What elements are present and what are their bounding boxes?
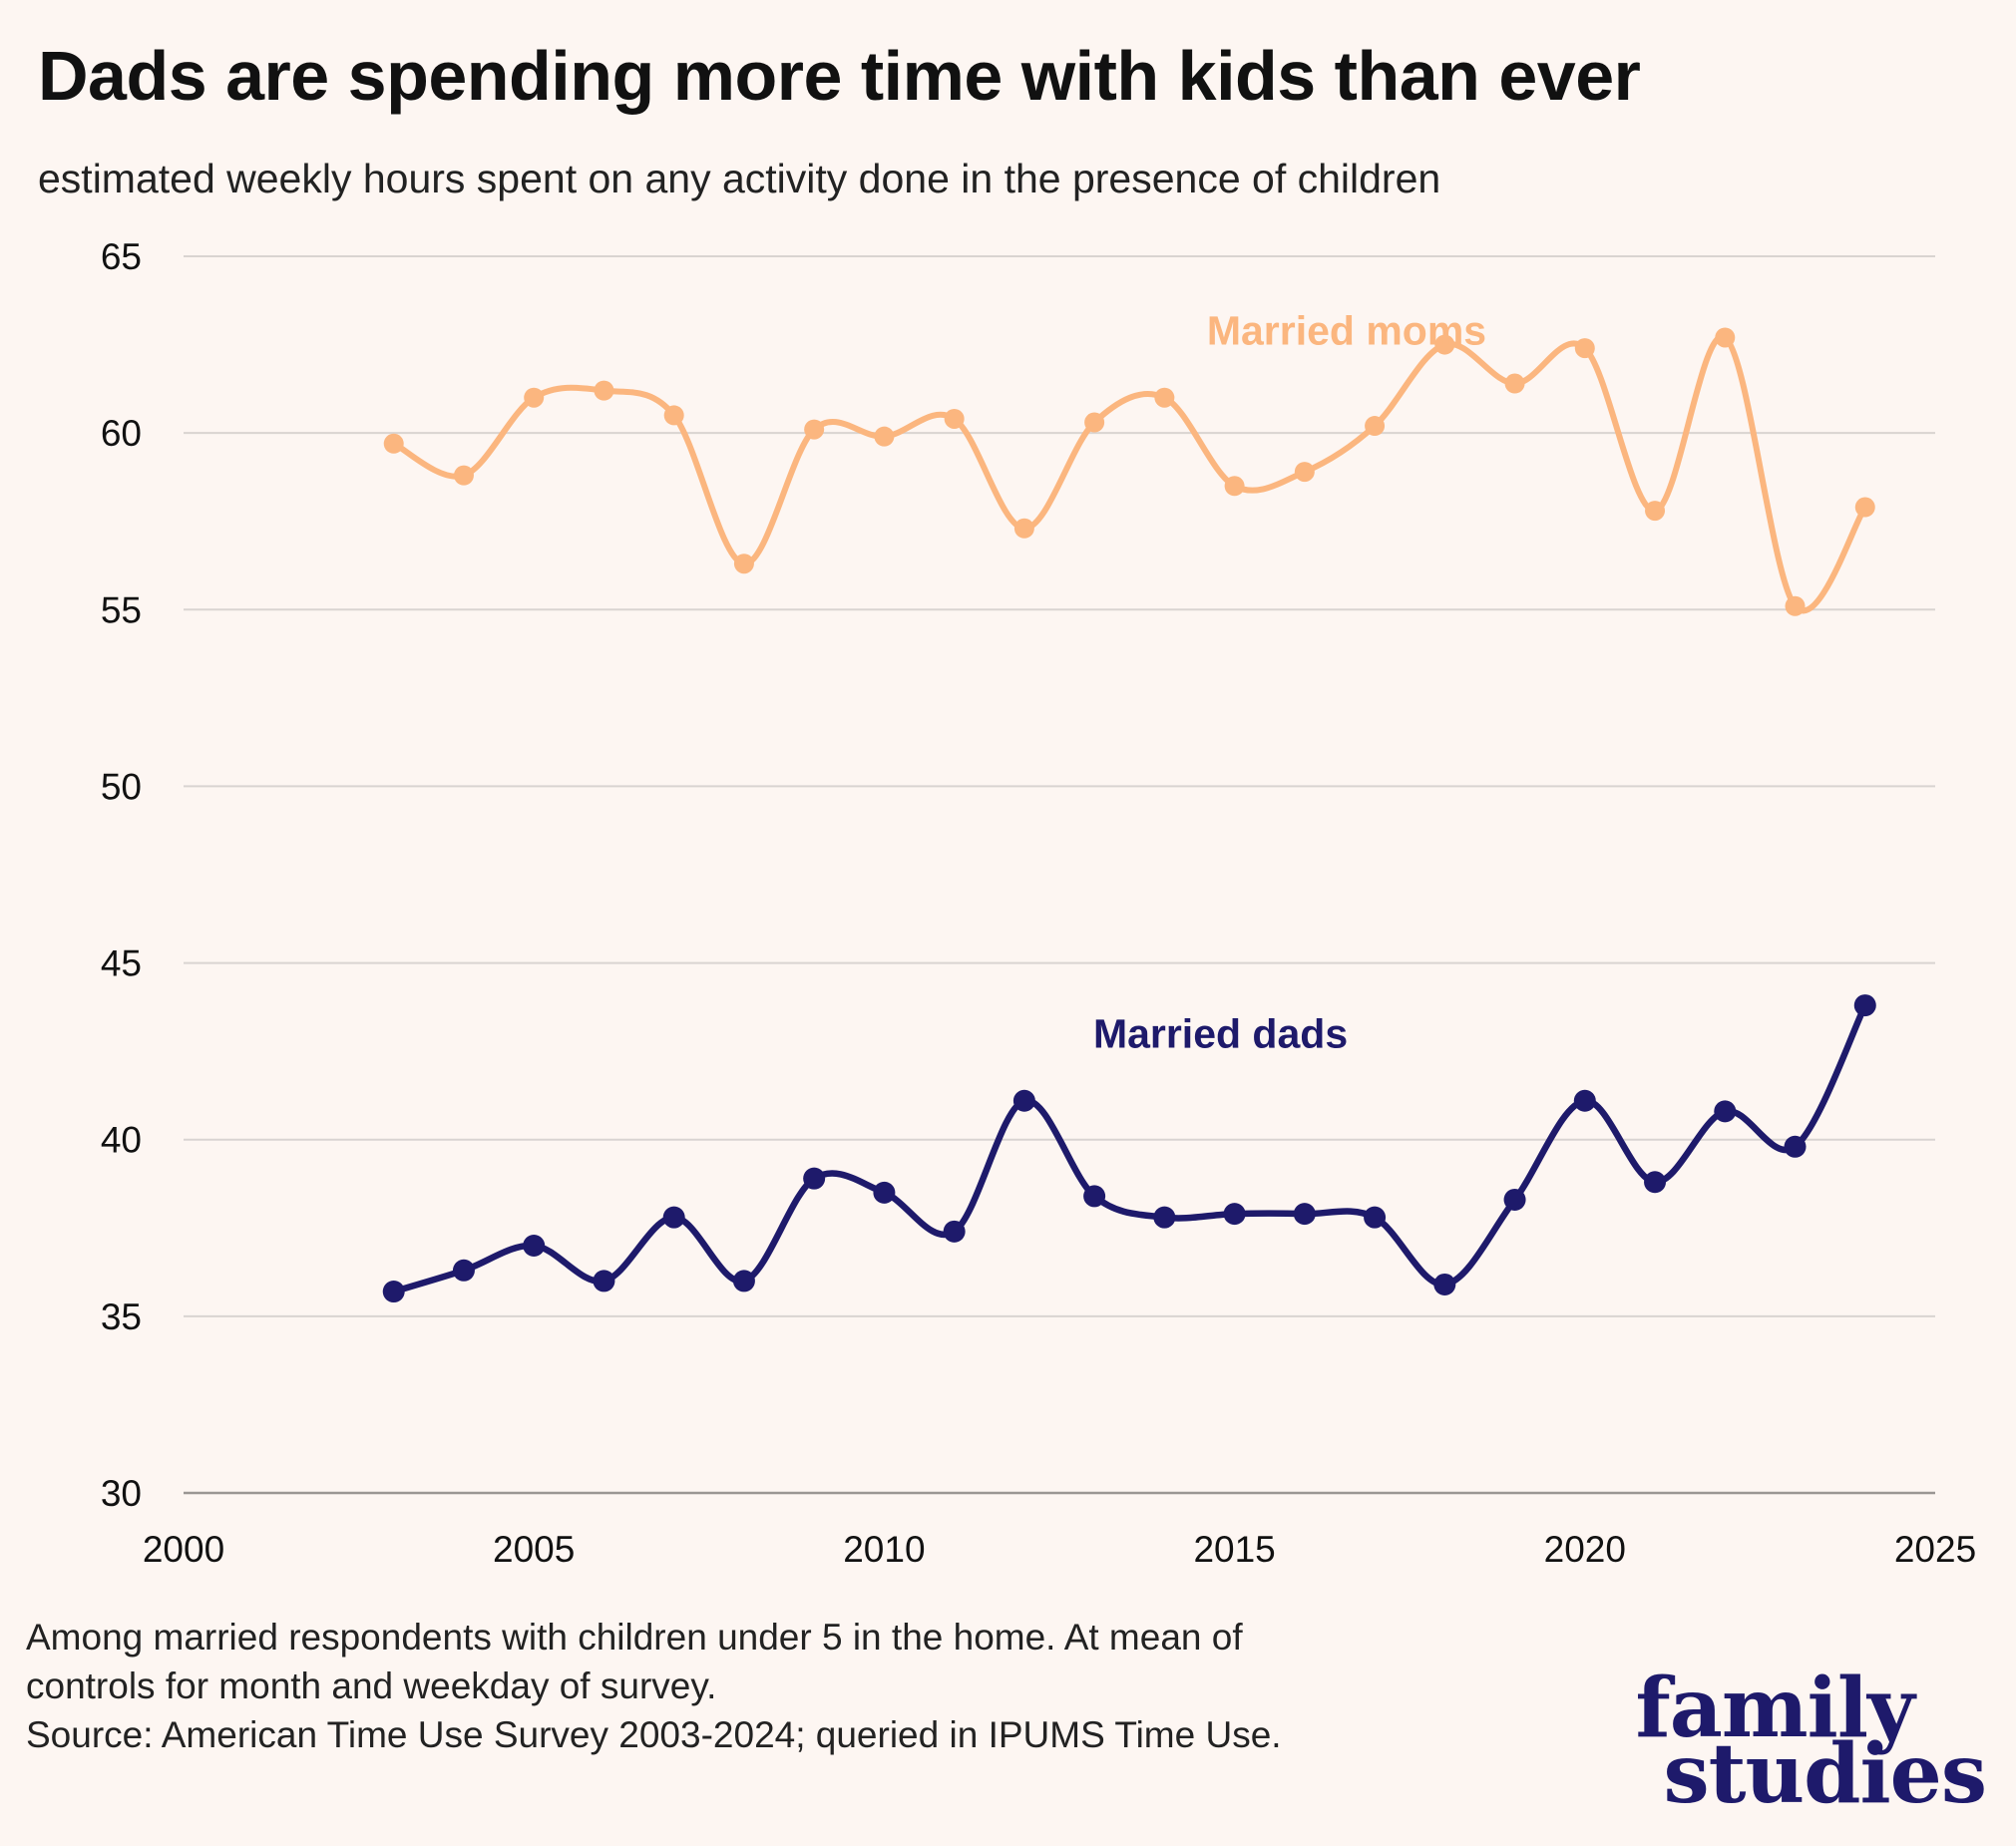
data-point-married-dads-2013 [1083,1185,1106,1208]
data-point-married-moms-2004 [453,465,474,486]
data-point-married-dads-2016 [1293,1203,1316,1226]
data-point-married-moms-2019 [1504,373,1525,394]
x-tick-label-2025: 2025 [1894,1529,1976,1570]
y-tick-label-60: 60 [101,413,142,454]
x-axis-ticks: 2000 2005 2010 2015 2020 2025 [143,1529,1976,1570]
data-point-married-moms-2020 [1574,338,1595,359]
data-point-married-moms-2024 [1854,497,1875,518]
data-point-married-dads-2024 [1853,994,1876,1017]
data-point-married-moms-2010 [874,426,895,447]
data-point-married-dads-2018 [1433,1273,1456,1295]
y-tick-label-45: 45 [101,943,142,984]
series-lines [382,327,1876,1303]
data-point-married-moms-2017 [1365,416,1386,437]
data-point-married-dads-2007 [662,1206,685,1229]
data-point-married-moms-2009 [804,419,825,440]
data-point-married-dads-2020 [1573,1089,1596,1112]
chart-subtitle: estimated weekly hours spent on any acti… [38,156,1441,201]
x-tick-label-2005: 2005 [493,1529,575,1570]
data-point-married-moms-2011 [944,408,965,429]
data-point-married-moms-2022 [1715,327,1736,348]
data-point-married-dads-2012 [1012,1089,1035,1112]
data-point-married-moms-2016 [1294,462,1315,483]
data-point-married-moms-2007 [663,405,684,426]
x-tick-label-2020: 2020 [1544,1529,1626,1570]
y-tick-label-40: 40 [101,1120,142,1161]
data-point-married-dads-2017 [1364,1206,1387,1229]
series-line-married-moms [390,333,1868,614]
logo-line-1: family [1635,1661,1915,1756]
data-point-married-moms-2013 [1084,412,1105,433]
x-tick-label-2015: 2015 [1193,1529,1275,1570]
data-point-married-moms-2012 [1013,518,1034,539]
data-point-married-moms-2006 [594,380,614,401]
data-point-married-dads-2011 [943,1220,966,1243]
logo-line-2: studies [1663,1726,1987,1822]
y-tick-label-35: 35 [101,1296,142,1337]
series-labels: Married moms Married dads [1093,308,1486,1057]
y-tick-label-55: 55 [101,589,142,630]
data-point-married-dads-2019 [1503,1188,1526,1211]
data-point-married-dads-2006 [593,1270,615,1292]
family-studies-logo: family studies [1628,1661,1987,1822]
data-point-married-moms-2023 [1785,595,1806,616]
data-point-married-dads-2014 [1153,1206,1176,1229]
footnote: Among married respondents with children … [26,1613,1282,1759]
footnote-line-2: controls for month and weekday of survey… [26,1665,717,1706]
gridlines [184,255,1935,1495]
data-point-married-moms-2003 [383,433,404,454]
data-point-married-moms-2014 [1154,387,1175,408]
data-point-married-dads-2015 [1223,1203,1246,1226]
chart-title: Dads are spending more time with kids th… [38,37,1641,115]
y-tick-label-65: 65 [101,236,142,277]
data-point-married-moms-2005 [524,387,545,408]
x-tick-label-2010: 2010 [843,1529,925,1570]
x-tick-label-2000: 2000 [143,1529,224,1570]
data-point-married-dads-2022 [1714,1100,1737,1123]
data-point-married-dads-2010 [873,1181,896,1204]
series-married-moms [383,327,1875,616]
data-point-married-dads-2008 [732,1270,755,1292]
data-point-married-moms-2021 [1645,501,1666,522]
data-point-married-moms-2015 [1224,476,1245,497]
data-point-married-dads-2004 [452,1259,475,1282]
y-tick-label-30: 30 [101,1473,142,1514]
y-tick-label-50: 50 [101,766,142,807]
series-married-dads [382,994,1876,1303]
data-point-married-dads-2009 [803,1167,826,1190]
series-label-married-dads: Married dads [1093,1011,1348,1057]
data-point-married-dads-2021 [1644,1171,1667,1194]
data-point-married-dads-2023 [1784,1135,1807,1158]
data-point-married-moms-2008 [733,554,754,574]
data-point-married-dads-2003 [382,1281,405,1303]
data-point-married-moms-2018 [1434,334,1455,355]
series-label-married-moms: Married moms [1207,308,1486,354]
y-axis-ticks: 30 35 40 45 50 55 60 65 [101,236,142,1514]
footnote-line-1: Among married respondents with children … [26,1617,1243,1658]
footnote-source: Source: American Time Use Survey 2003-20… [26,1714,1282,1755]
data-point-married-dads-2005 [523,1235,546,1257]
